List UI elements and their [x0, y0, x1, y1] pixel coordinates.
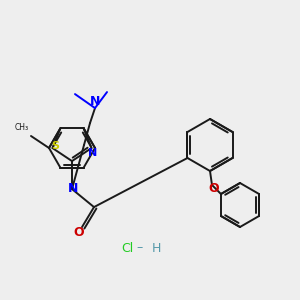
Text: Cl: Cl [121, 242, 133, 254]
Text: CH₃: CH₃ [15, 123, 29, 132]
Text: N: N [90, 94, 100, 108]
Text: O: O [209, 182, 219, 194]
Text: O: O [74, 226, 84, 238]
Text: –: – [137, 242, 143, 254]
Text: H: H [152, 242, 161, 254]
Text: N: N [88, 148, 97, 158]
Text: S: S [52, 141, 59, 151]
Text: N: N [68, 182, 78, 195]
